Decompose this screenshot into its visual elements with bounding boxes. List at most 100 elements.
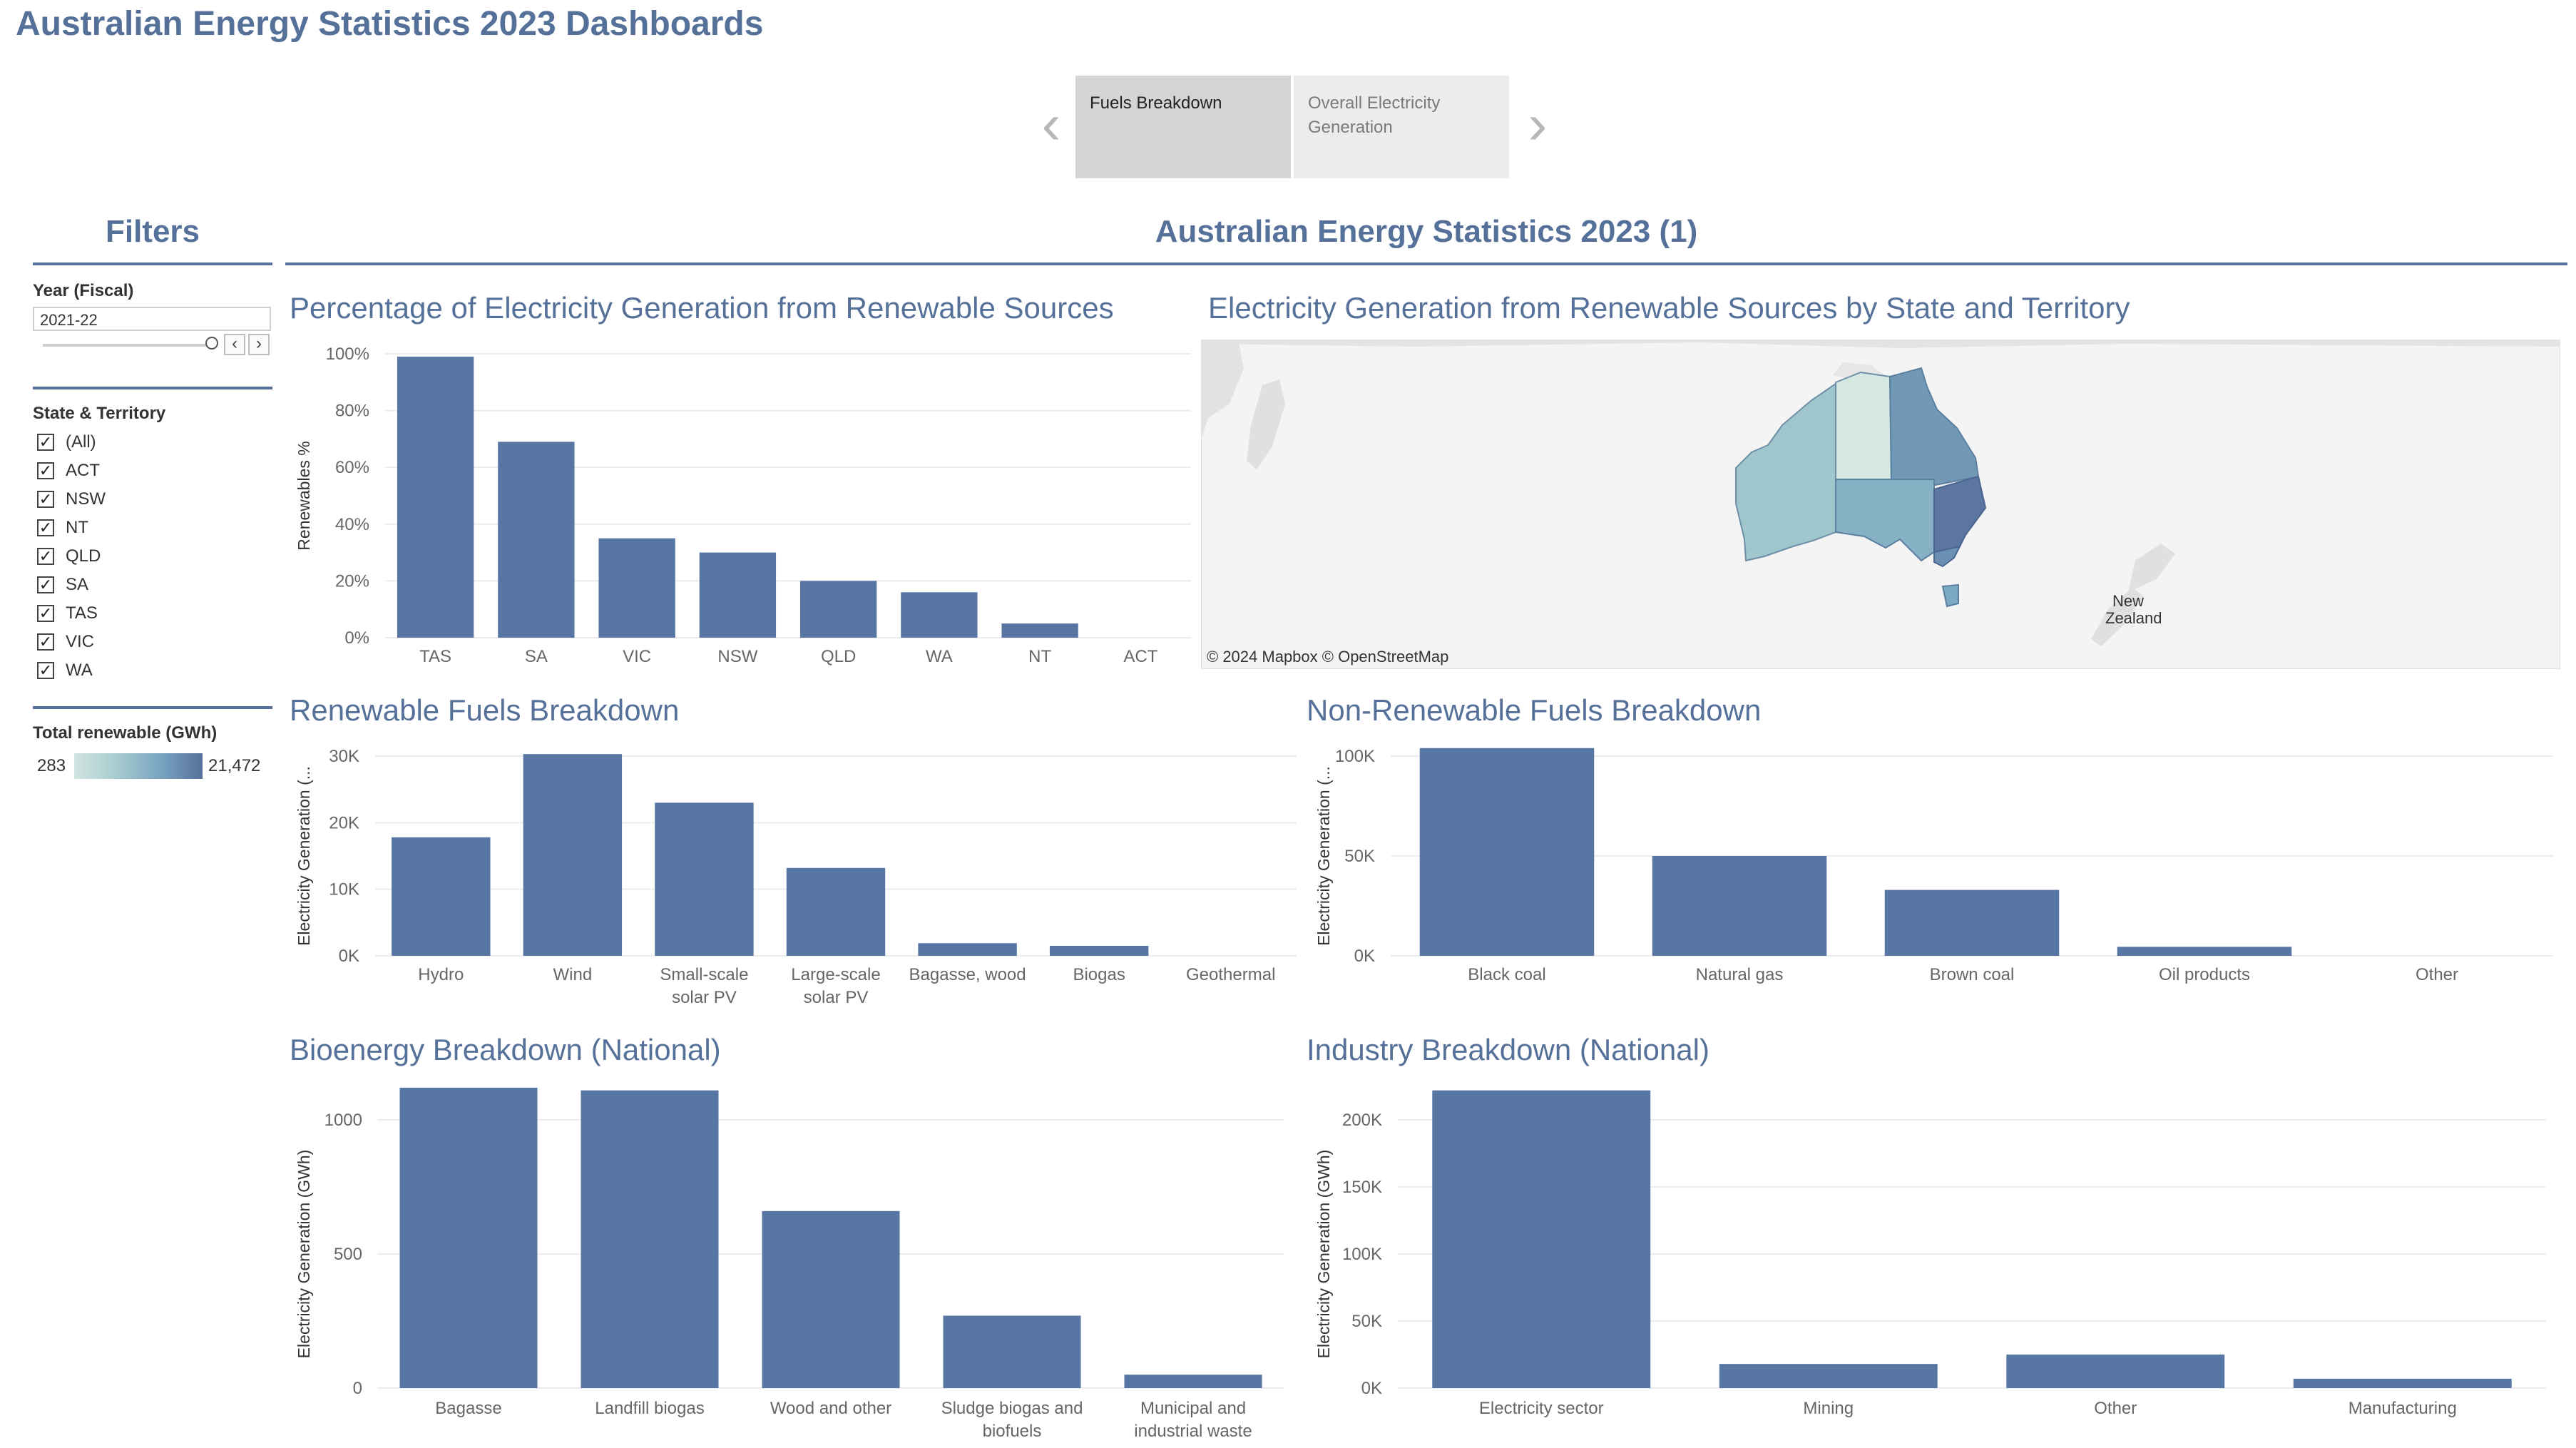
y-tick-label: 10K (329, 880, 359, 899)
color-legend-max: 21,472 (208, 756, 261, 775)
y-tick-label: 0K (339, 947, 359, 966)
x-tick-label: Black coal (1468, 965, 1545, 984)
bar[interactable] (918, 943, 1017, 956)
state-option-label: (All) (66, 432, 96, 452)
chevron-right-icon[interactable]: › (1528, 92, 1548, 155)
x-tick-label: QLD (821, 647, 856, 666)
renewables-percentage-chart: 0% 20% 40% 60% 80% 100% Renewables % TAS SA VIC NS… (295, 345, 1191, 666)
x-tick-label: Hydro (418, 965, 464, 984)
state-option[interactable]: ✓ SA (37, 571, 106, 599)
bar[interactable] (655, 802, 754, 956)
bar[interactable] (598, 538, 675, 638)
map-region-vic[interactable] (1933, 545, 1961, 568)
y-axis-label: Electricity Generation (GWh) (295, 1150, 313, 1359)
y-tick-label: 80% (335, 402, 369, 421)
x-tick-label: Geothermal (1186, 965, 1275, 984)
y-tick-label: 100% (326, 345, 369, 364)
state-option-label: WA (66, 661, 93, 680)
x-tick-label: NT (1028, 647, 1051, 666)
bar[interactable] (1001, 623, 1078, 638)
state-option-label: VIC (66, 632, 95, 651)
checkbox-checked-icon[interactable]: ✓ (37, 434, 54, 451)
checkbox-checked-icon[interactable]: ✓ (37, 633, 54, 651)
chevron-left-icon[interactable]: ‹ (1041, 92, 1061, 155)
bar[interactable] (1652, 856, 1827, 956)
map-landmass-nz-south (2091, 588, 2144, 646)
y-tick-label: 60% (335, 458, 369, 477)
map-landmass-madagascar (1247, 379, 1285, 469)
checkbox-checked-icon[interactable]: ✓ (37, 576, 54, 593)
bar[interactable] (1124, 1375, 1262, 1388)
x-tick-label: Sludge biogas and biofuels (941, 1399, 1083, 1441)
x-tick-label: Wood and other (770, 1399, 891, 1418)
state-option[interactable]: ✓ NT (37, 514, 106, 542)
bar[interactable] (2006, 1355, 2225, 1388)
map-region-wa[interactable] (1735, 382, 1836, 562)
bar[interactable] (786, 867, 886, 956)
bar[interactable] (399, 1087, 538, 1388)
year-prev-button[interactable]: ‹ (224, 334, 245, 355)
renewable-fuels-chart: 0K 10K 20K 30K Electricity Generation (... Hy… (295, 747, 1297, 1007)
state-option[interactable]: ✓ WA (37, 656, 106, 685)
renewables-state-map[interactable]: New Zealand © 2024 Mapbox © OpenStreetMa… (1201, 340, 2560, 669)
filters-title: Filters (105, 214, 200, 249)
checkbox-checked-icon[interactable]: ✓ (37, 605, 54, 622)
bar[interactable] (943, 1315, 1081, 1388)
state-checkbox-list: ✓ (All) ✓ ACT ✓ NSW ✓ NT ✓ QLD ✓ SA ✓ TAS ✓ VIC … (37, 428, 106, 685)
bar[interactable] (1719, 1364, 1938, 1388)
year-slider-handle[interactable] (205, 337, 218, 350)
x-tick-label: Manufacturing (2348, 1399, 2457, 1418)
year-next-button[interactable]: › (248, 334, 270, 355)
bar[interactable] (1049, 946, 1149, 956)
x-tick-label: Small-scale solar PV (660, 965, 748, 1007)
bar[interactable] (397, 356, 474, 638)
y-tick-label: 50K (1351, 1312, 1382, 1331)
map-region-tas[interactable] (1941, 583, 1959, 608)
map-landmass-north (1201, 340, 2560, 348)
y-tick-label: 100K (1335, 747, 1375, 766)
y-tick-label: 50K (1344, 847, 1375, 866)
bar[interactable] (762, 1210, 900, 1388)
bar[interactable] (498, 442, 575, 638)
chart-title-nonrenewable: Non-Renewable Fuels Breakdown (1307, 693, 1762, 727)
story-point-overall-generation[interactable]: Overall Electricity Generation (1294, 76, 1509, 178)
color-legend-min: 283 (37, 756, 66, 775)
state-option[interactable]: ✓ VIC (37, 628, 106, 656)
map-label-nz: New (2112, 592, 2144, 610)
year-filter-input[interactable]: 2021-22 (33, 307, 271, 331)
dashboard-divider (285, 262, 2567, 265)
bar[interactable] (699, 552, 777, 638)
y-tick-label: 0 (353, 1379, 362, 1398)
bar[interactable] (1419, 748, 1595, 956)
checkbox-checked-icon[interactable]: ✓ (37, 462, 54, 479)
bar[interactable] (901, 592, 978, 638)
bar[interactable] (581, 1090, 719, 1388)
story-point-fuels-breakdown[interactable]: Fuels Breakdown (1075, 76, 1291, 178)
x-tick-label: Electricity sector (1479, 1399, 1604, 1418)
bar[interactable] (2293, 1378, 2512, 1388)
state-option[interactable]: ✓ (All) (37, 428, 106, 457)
state-option[interactable]: ✓ QLD (37, 542, 106, 571)
checkbox-checked-icon[interactable]: ✓ (37, 548, 54, 565)
bar[interactable] (2117, 947, 2292, 956)
x-tick-label: Mining (1803, 1399, 1854, 1418)
bar[interactable] (523, 754, 623, 956)
bar[interactable] (1432, 1090, 1651, 1388)
checkbox-checked-icon[interactable]: ✓ (37, 519, 54, 536)
state-option[interactable]: ✓ TAS (37, 599, 106, 628)
checkbox-checked-icon[interactable]: ✓ (37, 662, 54, 679)
bar[interactable] (392, 837, 491, 956)
x-tick-label: Landfill biogas (595, 1399, 704, 1418)
year-filter-label: Year (Fiscal) (33, 281, 134, 300)
y-tick-label: 20K (329, 813, 359, 832)
state-option[interactable]: ✓ ACT (37, 457, 106, 485)
state-option-label: TAS (66, 603, 98, 623)
y-tick-label: 0K (1354, 947, 1375, 966)
map-region-nt[interactable] (1835, 371, 1893, 480)
year-slider-track[interactable] (43, 344, 211, 347)
state-option[interactable]: ✓ NSW (37, 485, 106, 514)
checkbox-checked-icon[interactable]: ✓ (37, 491, 54, 508)
bar[interactable] (1884, 889, 2060, 956)
bar[interactable] (799, 581, 877, 638)
